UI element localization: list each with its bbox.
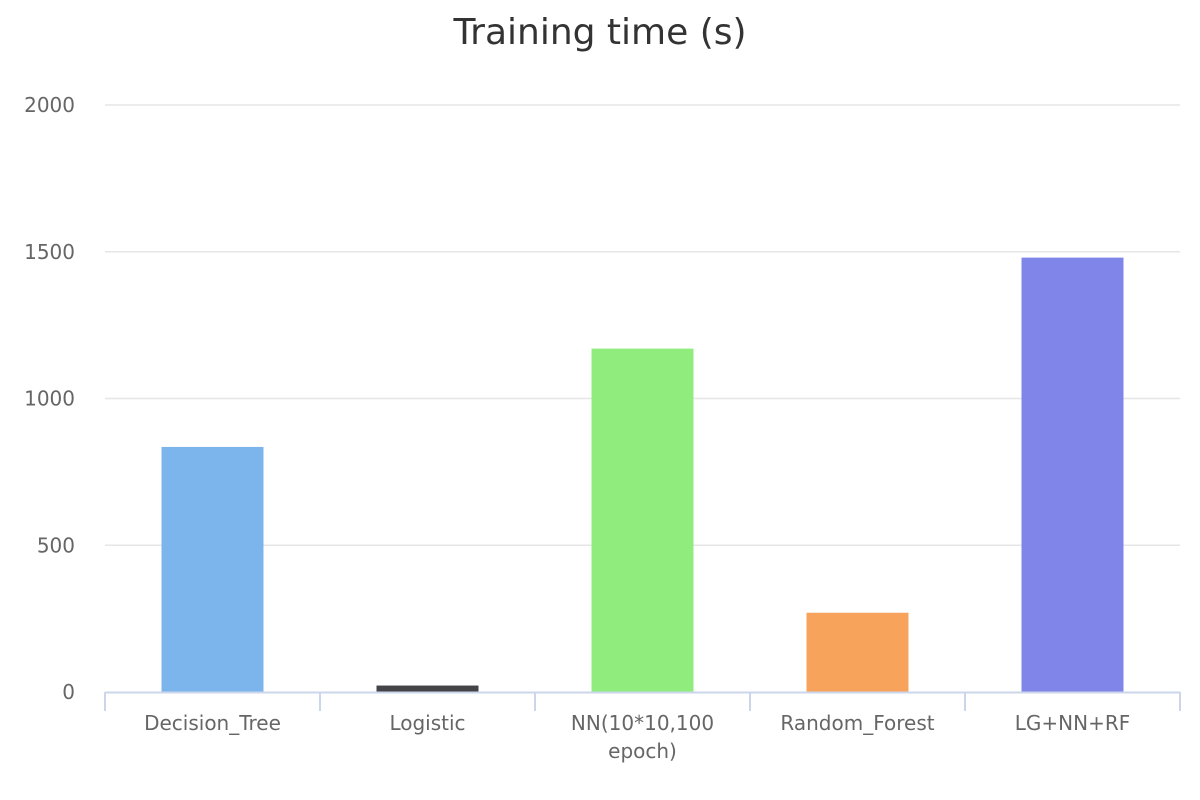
x-tick-label: Random_Forest <box>780 711 934 735</box>
chart-title: Training time (s) <box>453 12 747 53</box>
x-tick-label: NN(10*10,100 epoch) <box>571 711 714 763</box>
x-tick-label: Logistic <box>389 711 465 735</box>
y-tick-label: 1500 <box>24 240 75 264</box>
bar-Decision_Tree[interactable] <box>161 446 264 692</box>
bar-Logistic[interactable] <box>376 685 479 692</box>
x-tick-label: Decision_Tree <box>144 711 281 735</box>
bars <box>161 257 1124 692</box>
bar-NN(10*10,100 epoch)[interactable] <box>591 348 694 692</box>
bar-LG+NN+RF[interactable] <box>1021 257 1124 692</box>
y-tick-label: 1000 <box>24 387 75 411</box>
y-tick-label: 500 <box>37 533 75 557</box>
y-tick-label: 2000 <box>24 93 75 117</box>
x-tick-label: LG+NN+RF <box>1015 711 1130 735</box>
y-tick-label: 0 <box>62 680 75 704</box>
axes <box>104 691 1181 711</box>
bar-Random_Forest[interactable] <box>806 612 909 692</box>
tick-labels: 0 500 1000 1500 2000 Decision_Tree Logistic NN(… <box>24 93 1130 763</box>
